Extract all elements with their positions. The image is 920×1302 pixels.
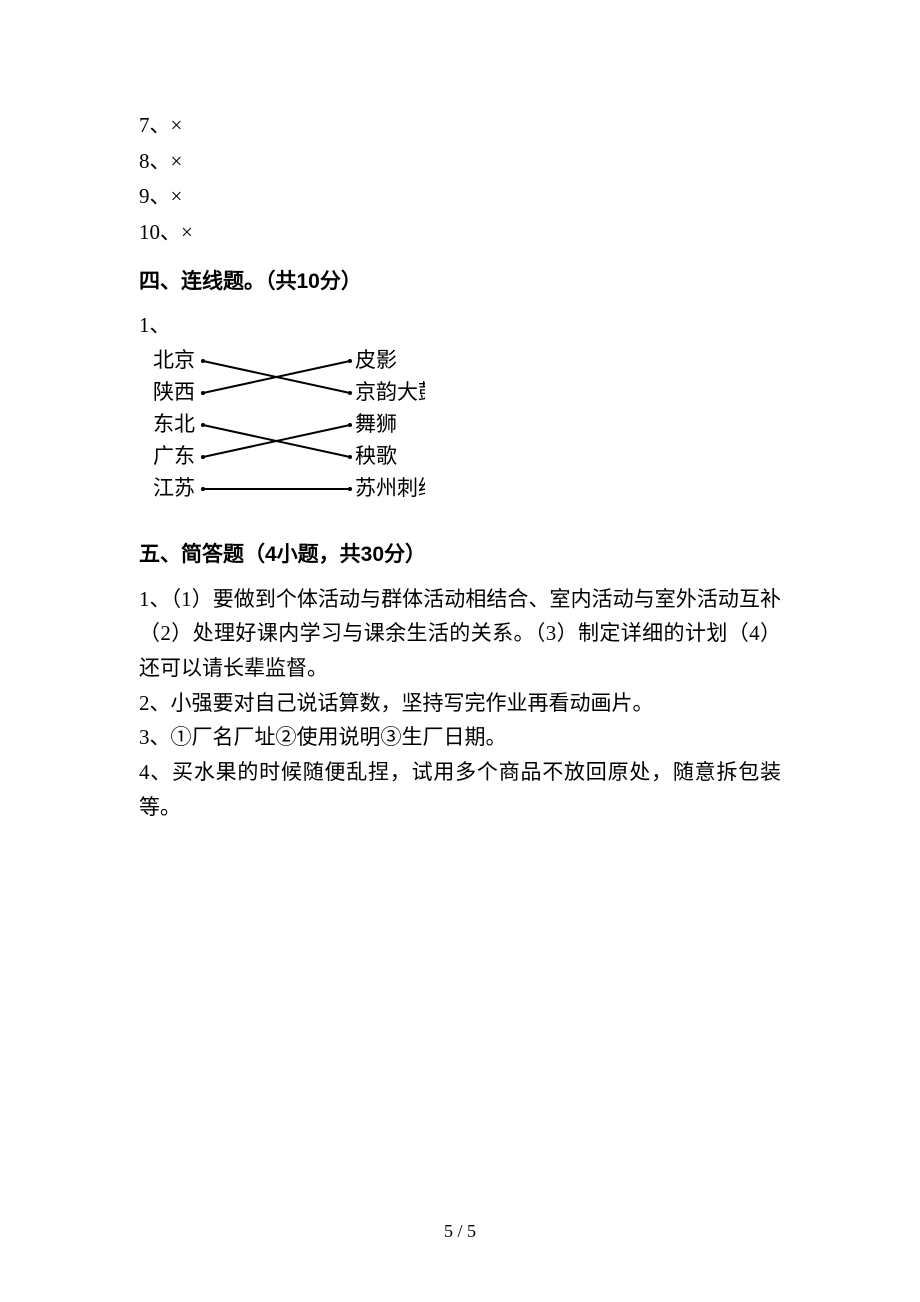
answer-mark: × <box>171 113 183 137</box>
answer-sep: 、 <box>160 220 181 244</box>
section5-header: 五、简答题（4小题，共30分） <box>139 538 781 568</box>
matching-diagram: 北京陕西东北广东江苏 皮影京韵大鼓舞狮秧歌苏州刺绣 <box>145 345 425 515</box>
matching-dot-right-2 <box>348 455 352 459</box>
answer-mark: × <box>171 149 183 173</box>
matching-dot-right-1 <box>348 359 352 363</box>
matching-dot-right-4 <box>348 487 352 491</box>
matching-left-1: 陕西 <box>153 380 195 404</box>
short-answer-1: 1、（1）要做到个体活动与群体活动相结合、室内活动与室外活动互补（2）处理好课内… <box>139 582 781 686</box>
matching-right-2: 舞狮 <box>355 412 397 436</box>
answer-sep: 、 <box>150 113 171 137</box>
answer-item-7: 7、× <box>139 108 781 144</box>
matching-right-4: 苏州刺绣 <box>355 476 425 500</box>
matching-dot-right-3 <box>348 423 352 427</box>
short-answer-2: 2、小强要对自己说话算数，坚持写完作业再看动画片。 <box>139 686 781 721</box>
matching-dot-left-0 <box>201 359 205 363</box>
matching-dot-left-1 <box>201 391 205 395</box>
matching-dot-left-3 <box>201 455 205 459</box>
answer-item-10: 10、× <box>139 215 781 251</box>
answer-sep: 、 <box>150 184 171 208</box>
answer-num: 7 <box>139 113 150 137</box>
answer-num: 10 <box>139 220 160 244</box>
matching-right-1: 京韵大鼓 <box>355 380 425 404</box>
answer-num: 9 <box>139 184 150 208</box>
matching-dot-left-4 <box>201 487 205 491</box>
matching-label: 1、 <box>139 309 781 339</box>
page-number: 5 / 5 <box>0 1221 920 1242</box>
short-answer-3: 3、①厂名厂址②使用说明③生厂日期。 <box>139 720 781 755</box>
answer-item-9: 9、× <box>139 179 781 215</box>
section3-answers: 7、× 8、× 9、× 10、× <box>139 108 781 251</box>
matching-right-0: 皮影 <box>355 348 397 372</box>
matching-left-3: 广东 <box>153 444 195 468</box>
answer-sep: 、 <box>150 149 171 173</box>
matching-question: 1、 北京陕西东北广东江苏 皮影京韵大鼓舞狮秧歌苏州刺绣 <box>139 309 781 520</box>
answer-item-8: 8、× <box>139 144 781 180</box>
matching-dot-left-2 <box>201 423 205 427</box>
matching-dot-right-0 <box>348 391 352 395</box>
answer-mark: × <box>171 184 183 208</box>
short-answer-4: 4、买水果的时候随便乱捏，试用多个商品不放回原处，随意拆包装等。 <box>139 755 781 824</box>
answer-mark: × <box>181 220 193 244</box>
matching-left-4: 江苏 <box>153 476 195 500</box>
matching-right-3: 秧歌 <box>355 444 397 468</box>
answer-num: 8 <box>139 149 150 173</box>
matching-left-2: 东北 <box>153 412 195 436</box>
section4-header: 四、连线题。（共10分） <box>139 265 781 295</box>
matching-left-0: 北京 <box>153 348 195 372</box>
section5-answers: 1、（1）要做到个体活动与群体活动相结合、室内活动与室外活动互补（2）处理好课内… <box>139 582 781 824</box>
